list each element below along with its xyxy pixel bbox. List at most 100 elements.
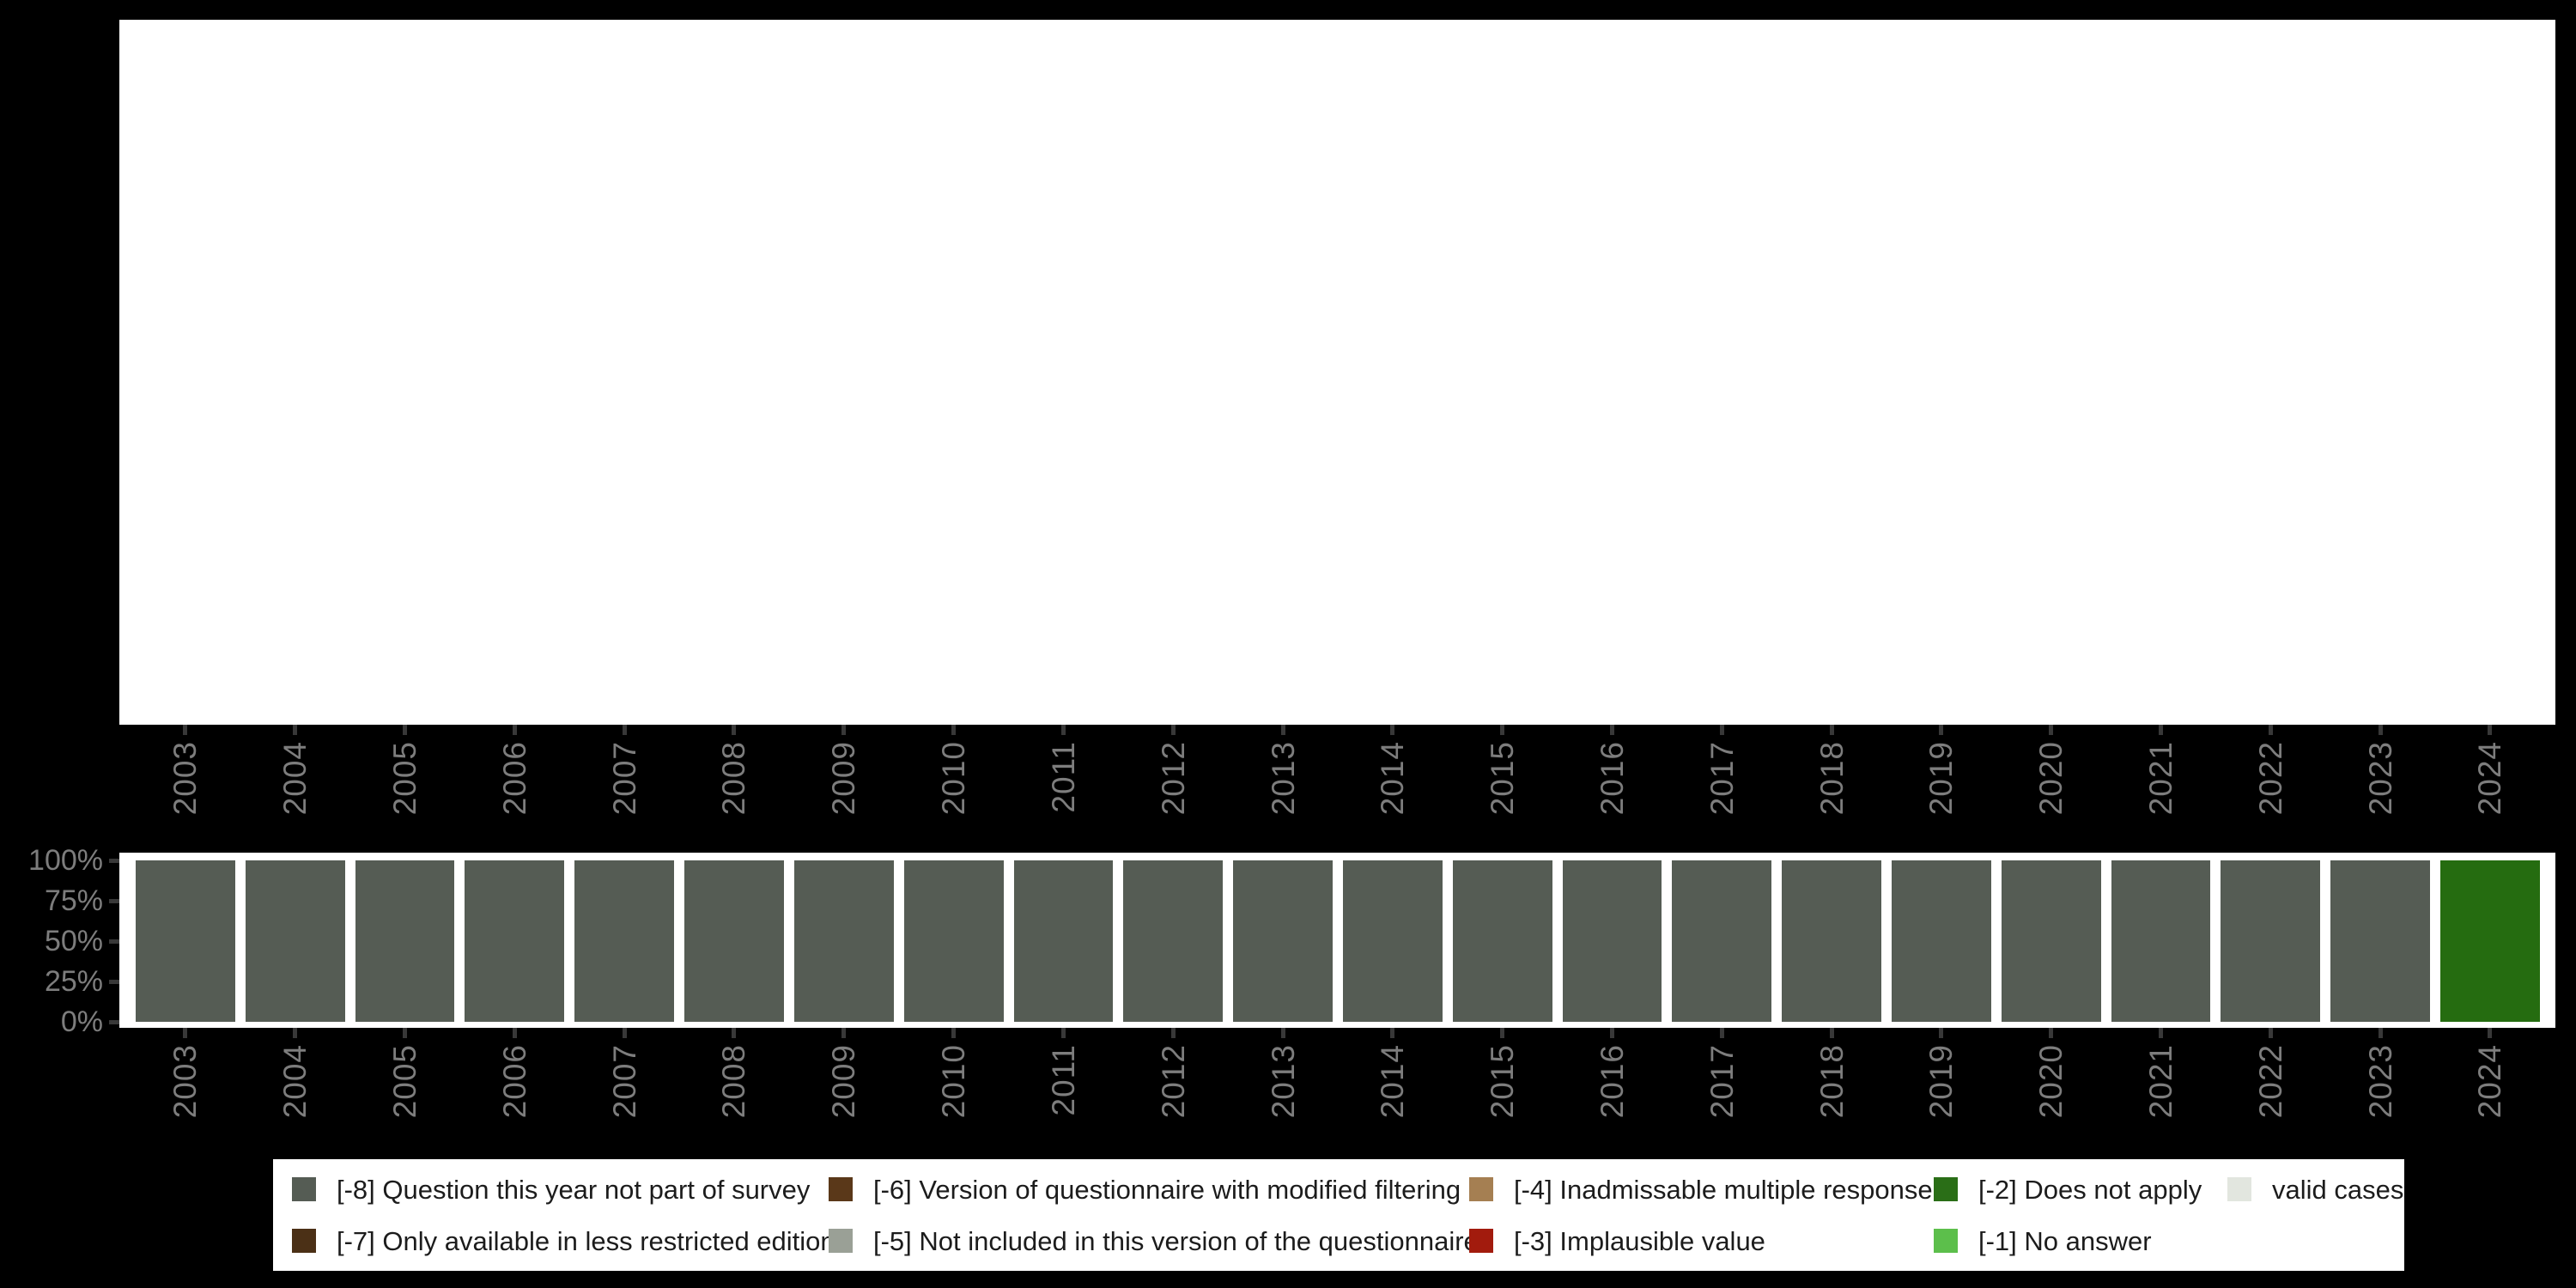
y-axis-tick — [109, 979, 119, 984]
year-cell: 2008 — [684, 725, 784, 815]
x-axis-tick — [1170, 725, 1176, 735]
x-axis-tick — [512, 1028, 517, 1038]
year-cell: 2011 — [1014, 1028, 1114, 1118]
year-label: 2009 — [826, 741, 862, 816]
year-label: 2010 — [936, 1044, 972, 1119]
bar-2004 — [245, 860, 345, 1022]
legend-label: [-5] Not included in this version of the… — [873, 1225, 1479, 1256]
year-label: 2011 — [1045, 1044, 1081, 1116]
year-label: 2020 — [2033, 741, 2069, 816]
year-label: 2021 — [2143, 1044, 2179, 1119]
x-axis-tick — [1829, 725, 1834, 735]
strip-y-axis: 100% 75% 50% 25% 0% — [0, 846, 119, 1036]
x-axis-tick — [403, 725, 408, 735]
year-cell: 2018 — [1782, 725, 1881, 815]
year-cell: 2013 — [1233, 1028, 1333, 1118]
x-axis-tick — [1280, 1028, 1285, 1038]
legend-swatch — [1934, 1177, 1958, 1201]
year-label: 2015 — [1485, 741, 1521, 816]
bar-2023 — [2330, 860, 2431, 1022]
year-cell: 2017 — [1672, 725, 1771, 815]
year-label: 2005 — [387, 1044, 423, 1119]
legend-item: valid cases — [2227, 1168, 2404, 1211]
x-axis-tick — [1390, 1028, 1395, 1038]
x-axis-tick — [2488, 1028, 2493, 1038]
legend-item: [-6] Version of questionnaire with modif… — [829, 1168, 1469, 1211]
legend-label: [-3] Implausible value — [1514, 1225, 1765, 1256]
bar-2003 — [136, 860, 235, 1022]
y-tick-row: 50% — [0, 927, 119, 956]
x-axis-tick — [1939, 725, 1944, 735]
bar-2010 — [903, 860, 1004, 1022]
bar-2014 — [1342, 860, 1443, 1022]
x-axis-tick — [2049, 725, 2054, 735]
legend-label: [-4] Inadmissable multiple response — [1514, 1174, 1933, 1205]
year-label: 2014 — [1375, 741, 1411, 816]
legend-swatch — [2227, 1177, 2251, 1201]
bar-2009 — [793, 860, 894, 1022]
year-cell: 2016 — [1563, 1028, 1662, 1118]
year-label: 2015 — [1485, 1044, 1521, 1119]
legend-column: [-4] Inadmissable multiple response [-3] … — [1469, 1168, 1934, 1262]
x-axis-tick — [1829, 1028, 1834, 1038]
year-label: 2011 — [1045, 741, 1081, 813]
year-label: 2024 — [2472, 1044, 2508, 1119]
legend-column: [-6] Version of questionnaire with modif… — [829, 1168, 1479, 1262]
year-cell: 2019 — [1892, 1028, 1991, 1118]
year-label: 2003 — [167, 741, 204, 816]
year-cell: 2024 — [2440, 725, 2540, 815]
year-label: 2009 — [826, 1044, 862, 1119]
legend-label: [-2] Does not apply — [1978, 1174, 2202, 1205]
bar-2021 — [2111, 860, 2211, 1022]
year-label: 2022 — [2252, 1044, 2288, 1119]
year-cell: 2013 — [1233, 725, 1333, 815]
year-label: 2022 — [2252, 741, 2288, 816]
year-cell: 2019 — [1892, 725, 1991, 815]
year-cell: 2021 — [2111, 1028, 2211, 1118]
year-cell: 2007 — [574, 725, 674, 815]
year-cell: 2011 — [1014, 725, 1114, 815]
year-cell: 2006 — [465, 1028, 564, 1118]
x-axis-tick — [732, 1028, 737, 1038]
year-label: 2021 — [2143, 741, 2179, 816]
legend-item: [-8] Question this year not part of surv… — [292, 1168, 829, 1211]
year-label: 2018 — [1814, 1044, 1850, 1119]
x-axis-tick — [1500, 1028, 1505, 1038]
year-cell: 2003 — [136, 1028, 235, 1118]
year-label: 2020 — [2033, 1044, 2069, 1119]
x-axis-tick — [1939, 1028, 1944, 1038]
year-label: 2017 — [1704, 741, 1740, 816]
year-cell: 2009 — [794, 725, 894, 815]
year-label: 2008 — [716, 1044, 752, 1119]
year-cell: 2014 — [1343, 1028, 1443, 1118]
x-axis-tick — [183, 725, 188, 735]
bar-2018 — [1782, 860, 1881, 1022]
year-label: 2013 — [1265, 1044, 1301, 1119]
x-axis-tick — [1060, 725, 1066, 735]
year-cell: 2023 — [2330, 725, 2430, 815]
x-axis-tick — [2159, 725, 2164, 735]
year-cell: 2015 — [1453, 1028, 1552, 1118]
y-tick-row: 100% — [0, 846, 119, 875]
legend-label: valid cases — [2272, 1174, 2404, 1205]
year-label: 2004 — [277, 1044, 313, 1119]
x-axis-tick — [1280, 725, 1285, 735]
year-cell: 2004 — [246, 725, 345, 815]
legend-swatch — [1469, 1177, 1493, 1201]
legend-item: [-4] Inadmissable multiple response — [1469, 1168, 1934, 1211]
x-axis-tick — [2378, 725, 2383, 735]
x-axis-tick — [2159, 1028, 2164, 1038]
year-label: 2010 — [936, 741, 972, 816]
year-cell: 2016 — [1563, 725, 1662, 815]
legend-label: [-1] No answer — [1978, 1225, 2152, 1256]
legend-column: valid cases — [2227, 1168, 2404, 1262]
year-label: 2006 — [496, 741, 532, 816]
x-axis-tick — [951, 725, 957, 735]
x-axis-tick — [2049, 1028, 2054, 1038]
year-cell: 2010 — [904, 725, 1004, 815]
x-axis-tick — [293, 725, 298, 735]
year-label: 2019 — [1923, 1044, 1959, 1119]
year-cell: 2018 — [1782, 1028, 1881, 1118]
year-cell: 2006 — [465, 725, 564, 815]
legend-swatch — [829, 1229, 853, 1253]
